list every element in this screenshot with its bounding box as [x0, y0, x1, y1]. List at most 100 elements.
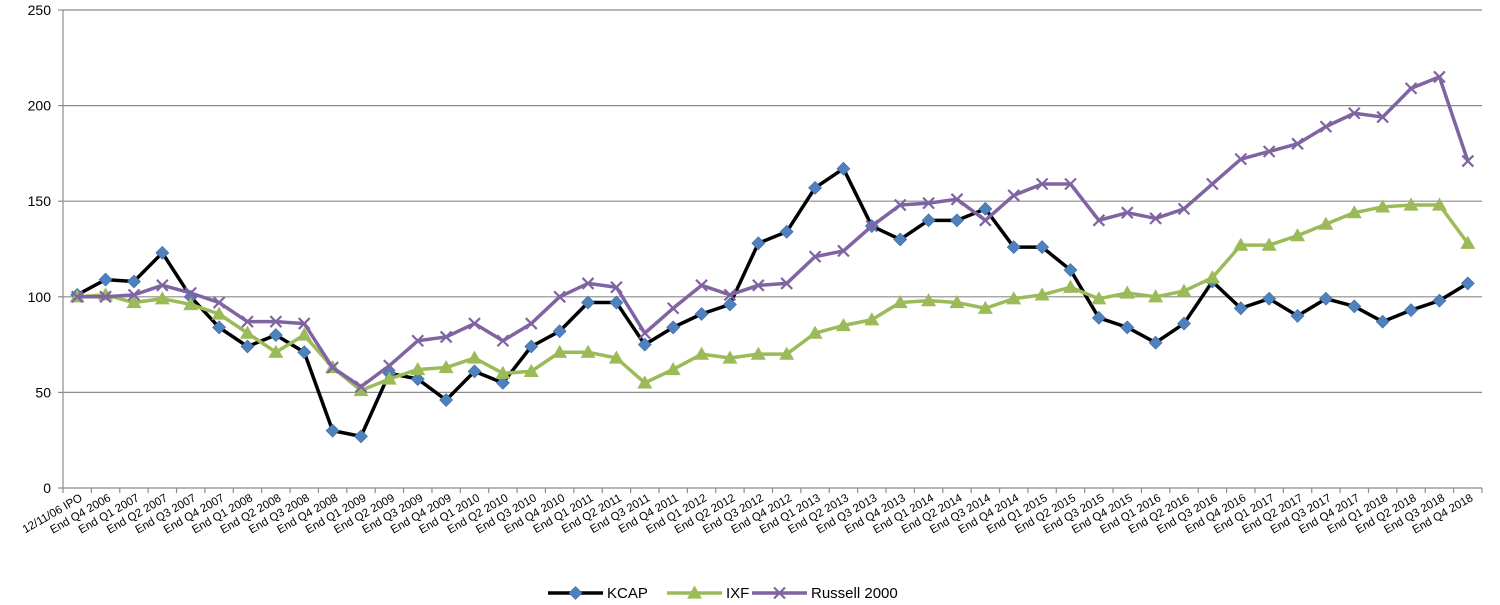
data-point [694, 307, 709, 321]
y-tick-label: 100 [28, 289, 52, 305]
data-point [723, 297, 737, 312]
data-point [1062, 279, 1078, 293]
y-tick-label: 0 [43, 480, 51, 496]
data-point [1177, 316, 1191, 331]
data-point [212, 320, 227, 335]
data-point [694, 346, 710, 360]
data-point [1234, 152, 1248, 166]
data-point [1063, 263, 1078, 277]
data-point [1460, 276, 1475, 291]
data-point [1319, 120, 1333, 133]
data-point [892, 295, 908, 309]
data-point [637, 375, 653, 389]
data-point [779, 346, 795, 360]
data-point [893, 198, 907, 212]
data-point [835, 317, 851, 332]
y-tick-label: 200 [28, 98, 52, 114]
data-point [439, 393, 454, 407]
data-point [921, 213, 936, 228]
data-point [608, 350, 624, 364]
data-point [1461, 154, 1475, 168]
data-point [922, 196, 935, 210]
data-point [751, 236, 766, 251]
data-point [410, 361, 426, 376]
data-point [155, 245, 170, 260]
data-point [381, 371, 397, 385]
data-point [1433, 70, 1446, 84]
data-point [723, 288, 737, 302]
data-point [184, 286, 197, 300]
data-point [1290, 228, 1306, 242]
data-point [240, 339, 255, 354]
data-point [524, 317, 538, 330]
data-point [496, 334, 510, 348]
data-point [1431, 197, 1447, 211]
data-point [495, 365, 511, 379]
data-point [353, 382, 369, 397]
data-point [553, 290, 566, 304]
data-point [665, 361, 681, 376]
data-point [1177, 202, 1191, 216]
legend-marker [773, 586, 786, 600]
legend-item: KCAP [548, 585, 648, 602]
data-point [325, 423, 340, 438]
series-group [69, 70, 1476, 444]
legend-item: Russell 2000 [752, 585, 898, 602]
data-point [921, 293, 937, 307]
data-point [750, 346, 766, 360]
data-point [807, 325, 823, 339]
data-point [752, 279, 765, 292]
data-point [297, 345, 312, 360]
legend-marker [687, 585, 702, 599]
data-point [297, 317, 311, 330]
data-point [410, 372, 425, 386]
data-point [439, 330, 453, 344]
data-point [99, 290, 112, 304]
data-point [1233, 237, 1249, 251]
data-point [779, 224, 794, 239]
data-point [127, 288, 141, 302]
data-point [467, 350, 483, 364]
data-point [1149, 212, 1162, 225]
data-point [296, 327, 312, 341]
data-point [1375, 314, 1390, 329]
data-point [1035, 240, 1050, 255]
data-point [837, 244, 850, 258]
data-point [268, 328, 283, 342]
series-russell-2000 [70, 70, 1475, 393]
data-point [1233, 301, 1248, 316]
data-point [1375, 199, 1391, 213]
data-point [1348, 106, 1361, 120]
data-point [808, 250, 822, 263]
data-point [1206, 177, 1219, 191]
data-point [1262, 145, 1276, 158]
data-point [893, 232, 908, 247]
data-point [241, 315, 254, 328]
data-point [411, 334, 425, 348]
data-point [581, 295, 595, 310]
data-point [1318, 216, 1334, 230]
y-tick-label: 50 [35, 384, 51, 400]
data-point [211, 306, 227, 320]
data-point [1120, 206, 1134, 219]
y-axis-ticks: 0 50 100 150 200 250 [28, 2, 63, 496]
data-point [1064, 177, 1077, 191]
data-point [468, 317, 481, 330]
data-point [977, 300, 993, 314]
data-point [524, 339, 539, 354]
data-point [695, 279, 708, 292]
data-point [1007, 189, 1021, 202]
data-point [1347, 299, 1362, 314]
data-point [552, 324, 567, 339]
data-point [495, 375, 510, 390]
y-tick-label: 150 [28, 193, 52, 209]
data-point [354, 380, 368, 393]
data-point [1403, 197, 1419, 211]
data-point [1006, 291, 1022, 305]
data-point [780, 277, 793, 290]
data-point [609, 295, 624, 310]
data-point [580, 344, 596, 358]
data-point [1318, 291, 1333, 306]
data-point [438, 360, 454, 374]
data-point [950, 213, 964, 228]
